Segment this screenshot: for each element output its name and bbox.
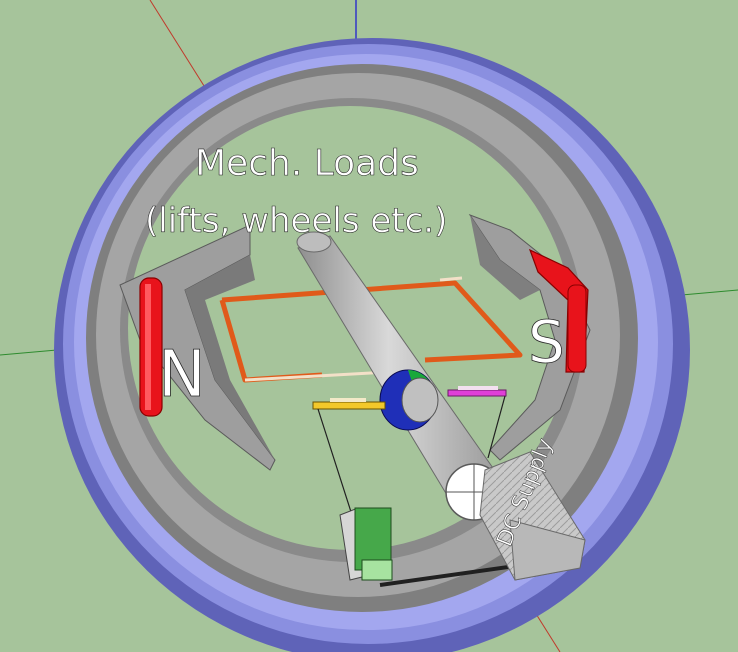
battery-box-icon (479, 451, 586, 581)
pole-label-north: N (158, 338, 206, 412)
brush-left-icon (312, 398, 386, 410)
magnet-south-icon (528, 248, 589, 373)
brush-right-icon (447, 386, 507, 397)
magnet-north-icon (139, 277, 163, 417)
wires-icon (317, 395, 516, 587)
switch-box-icon (339, 507, 393, 581)
mech-loads-title: Mech. Loads (195, 143, 419, 184)
commutator-icon (379, 369, 439, 431)
mech-loads-subtitle: (lifts, wheels etc.) (145, 201, 447, 241)
pole-label-south: S (528, 308, 565, 376)
